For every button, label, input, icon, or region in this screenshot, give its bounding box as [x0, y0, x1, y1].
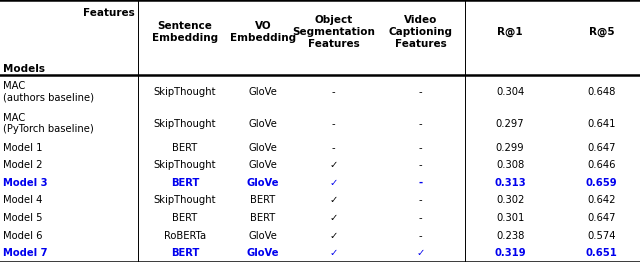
Text: Model 1: Model 1: [3, 143, 43, 153]
Text: ✓: ✓: [329, 160, 338, 170]
Text: 0.319: 0.319: [494, 248, 526, 258]
Text: GloVe: GloVe: [248, 231, 278, 241]
Text: BERT: BERT: [250, 195, 276, 205]
Text: 0.297: 0.297: [496, 119, 524, 129]
Text: -: -: [419, 231, 422, 241]
Text: Features: Features: [83, 8, 134, 18]
Text: GloVe: GloVe: [248, 143, 278, 153]
Text: 0.304: 0.304: [496, 87, 524, 97]
Text: VO
Embedding: VO Embedding: [230, 21, 296, 43]
Text: Sentence
Embedding: Sentence Embedding: [152, 21, 218, 43]
Text: BERT: BERT: [171, 248, 199, 258]
Text: BERT: BERT: [171, 178, 199, 188]
Text: GloVe: GloVe: [247, 248, 279, 258]
Text: MAC
(PyTorch baseline): MAC (PyTorch baseline): [3, 113, 94, 134]
Text: GloVe: GloVe: [248, 87, 278, 97]
Text: GloVe: GloVe: [248, 119, 278, 129]
Text: -: -: [419, 143, 422, 153]
Text: -: -: [332, 87, 335, 97]
Text: 0.642: 0.642: [588, 195, 616, 205]
Text: MAC
(authors baseline): MAC (authors baseline): [3, 81, 94, 102]
Text: -: -: [419, 87, 422, 97]
Text: -: -: [332, 143, 335, 153]
Text: GloVe: GloVe: [247, 178, 279, 188]
Text: ✓: ✓: [416, 248, 425, 258]
Text: 0.651: 0.651: [586, 248, 618, 258]
Text: BERT: BERT: [250, 213, 276, 223]
Text: R@1: R@1: [497, 27, 523, 37]
Text: SkipThought: SkipThought: [154, 87, 216, 97]
Text: Model 2: Model 2: [3, 160, 43, 170]
Text: -: -: [419, 213, 422, 223]
Text: Models: Models: [3, 64, 45, 74]
Text: -: -: [419, 178, 422, 188]
Text: 0.648: 0.648: [588, 87, 616, 97]
Text: RoBERTa: RoBERTa: [164, 231, 206, 241]
Text: Model 4: Model 4: [3, 195, 43, 205]
Text: 0.646: 0.646: [588, 160, 616, 170]
Text: SkipThought: SkipThought: [154, 160, 216, 170]
Text: 0.302: 0.302: [496, 195, 524, 205]
Text: 0.313: 0.313: [494, 178, 526, 188]
Text: -: -: [419, 195, 422, 205]
Text: 0.308: 0.308: [496, 160, 524, 170]
Text: Video
Captioning
Features: Video Captioning Features: [388, 15, 452, 49]
Text: -: -: [332, 119, 335, 129]
Text: SkipThought: SkipThought: [154, 119, 216, 129]
Text: ✓: ✓: [329, 213, 338, 223]
Text: Model 7: Model 7: [3, 248, 48, 258]
Text: 0.647: 0.647: [588, 143, 616, 153]
Text: 0.299: 0.299: [496, 143, 524, 153]
Text: -: -: [419, 119, 422, 129]
Text: R@5: R@5: [589, 27, 614, 37]
Text: 0.647: 0.647: [588, 213, 616, 223]
Text: -: -: [419, 160, 422, 170]
Text: 0.238: 0.238: [496, 231, 524, 241]
Text: ✓: ✓: [329, 195, 338, 205]
Text: ✓: ✓: [329, 178, 338, 188]
Text: 0.641: 0.641: [588, 119, 616, 129]
Text: ✓: ✓: [329, 231, 338, 241]
Text: 0.574: 0.574: [588, 231, 616, 241]
Text: 0.301: 0.301: [496, 213, 524, 223]
Text: GloVe: GloVe: [248, 160, 278, 170]
Text: Object
Segmentation
Features: Object Segmentation Features: [292, 15, 375, 49]
Text: Model 6: Model 6: [3, 231, 43, 241]
Text: SkipThought: SkipThought: [154, 195, 216, 205]
Text: BERT: BERT: [172, 213, 198, 223]
Text: ✓: ✓: [329, 248, 338, 258]
Text: Model 5: Model 5: [3, 213, 43, 223]
Text: BERT: BERT: [172, 143, 198, 153]
Text: Model 3: Model 3: [3, 178, 48, 188]
Text: 0.659: 0.659: [586, 178, 618, 188]
